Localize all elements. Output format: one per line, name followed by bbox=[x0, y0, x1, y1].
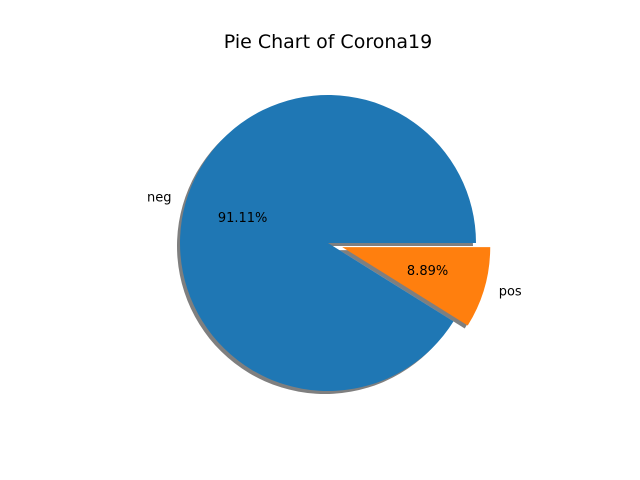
pie-slice-neg bbox=[180, 94, 477, 391]
pie-labels: neg 91.11% pos 8.89% bbox=[147, 191, 522, 300]
slice-label-pos: pos bbox=[499, 284, 522, 299]
pie-slices bbox=[180, 94, 491, 391]
slice-label-neg: neg bbox=[147, 191, 172, 206]
slice-percent-pos: 8.89% bbox=[407, 264, 448, 279]
chart-title: Pie Chart of Corona19 bbox=[224, 31, 432, 53]
pie-slice-pos bbox=[342, 247, 491, 326]
slice-percent-neg: 91.11% bbox=[218, 211, 268, 226]
